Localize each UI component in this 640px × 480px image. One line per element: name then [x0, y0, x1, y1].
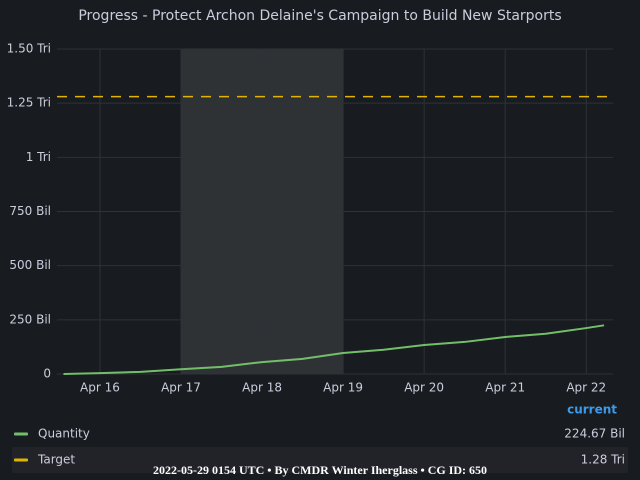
- x-tick-label: Apr 21: [485, 381, 525, 395]
- chart-title: Progress - Protect Archon Delaine's Camp…: [78, 8, 561, 24]
- footer: 2022-05-29 0154 UTC • By CMDR Winter Ihe…: [153, 463, 487, 477]
- legend-label[interactable]: Quantity: [38, 427, 90, 441]
- y-tick-label: 750 Bil: [9, 204, 51, 218]
- y-tick-label: 1.50 Tri: [7, 42, 51, 56]
- y-tick-label: 1.25 Tri: [7, 96, 51, 110]
- legend-header: current: [567, 403, 617, 417]
- x-tick-label: Apr 19: [323, 381, 363, 395]
- x-tick-label: Apr 18: [242, 381, 282, 395]
- y-tick-label: 0: [43, 367, 51, 381]
- x-tick-label: Apr 16: [80, 381, 120, 395]
- legend-current: 1.28 Tri: [581, 453, 625, 467]
- y-tick-label: 250 Bil: [9, 312, 51, 326]
- x-tick-label: Apr 20: [404, 381, 444, 395]
- legend-label[interactable]: Target: [37, 453, 75, 467]
- x-tick-label: Apr 22: [566, 381, 606, 395]
- legend-swatch: [14, 432, 28, 436]
- x-tick-label: Apr 17: [161, 381, 201, 395]
- y-tick-label: 1 Tri: [26, 150, 51, 164]
- legend-row-bg: [12, 447, 628, 473]
- legend-current: 224.67 Bil: [564, 427, 625, 441]
- legend-swatch: [14, 458, 28, 462]
- series-line: [63, 324, 605, 375]
- y-tick-label: 500 Bil: [9, 258, 51, 272]
